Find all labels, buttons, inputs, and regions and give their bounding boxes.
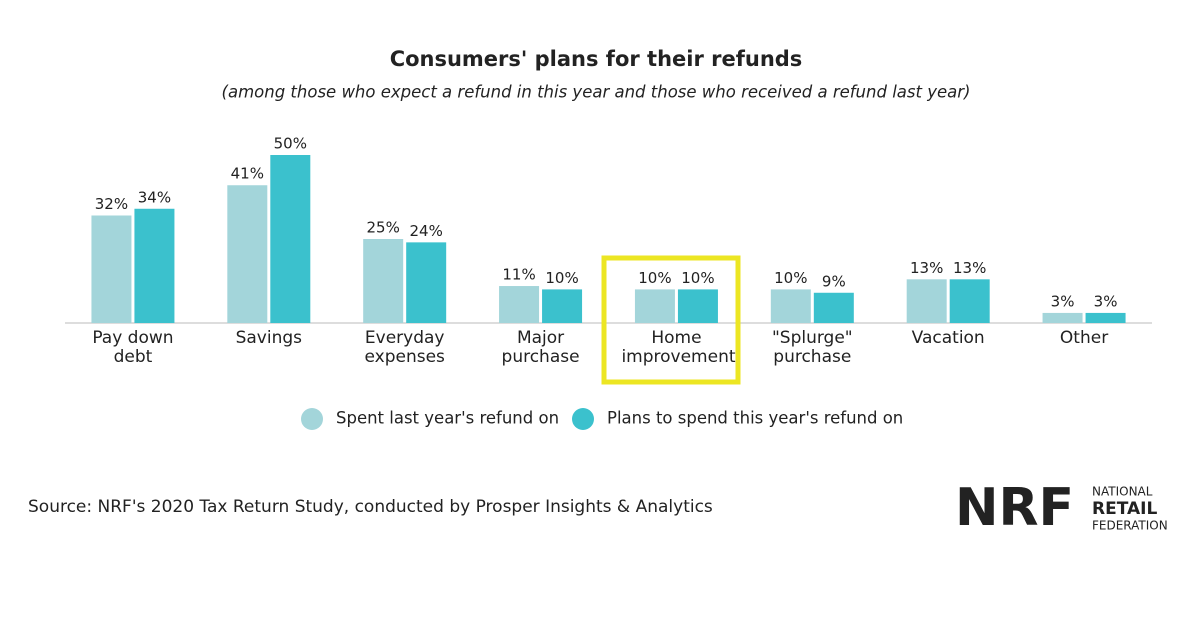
value-label: 10% [638, 269, 671, 287]
bar [134, 208, 175, 323]
value-label: 3% [1094, 292, 1118, 310]
value-label: 50% [274, 135, 307, 153]
value-label: 11% [502, 266, 535, 284]
bar [770, 289, 811, 323]
value-label: 32% [95, 195, 128, 213]
legend-swatch [572, 408, 594, 430]
bar [227, 185, 268, 323]
x-tick-label: Major purchase [501, 328, 580, 367]
legend-label: Spent last year's refund on [336, 409, 559, 428]
x-tick-label: Vacation [911, 328, 985, 348]
highlight-box [601, 255, 741, 385]
bar [1042, 312, 1083, 323]
logo-line: FEDERATION [1092, 519, 1168, 533]
bar [91, 215, 132, 323]
value-label: 9% [822, 272, 846, 290]
value-label: 10% [545, 269, 578, 287]
value-label: 41% [231, 165, 264, 183]
bar [813, 292, 854, 323]
logo-line: NATIONAL [1092, 485, 1153, 499]
x-tick-label: Pay down debt [92, 328, 174, 367]
source: Source: NRF's 2020 Tax Return Study, con… [28, 497, 713, 517]
value-label: 24% [410, 222, 443, 240]
chart-title: Consumers' plans for their refunds [390, 47, 803, 71]
value-label: 13% [953, 259, 986, 277]
logo-mark: NRF [955, 478, 1074, 538]
bar [634, 289, 675, 323]
bar [1085, 312, 1126, 323]
value-label: 25% [367, 219, 400, 237]
value-label: 13% [910, 259, 943, 277]
bar [406, 242, 447, 323]
x-tick-label: Other [1059, 328, 1109, 348]
bar [949, 279, 990, 323]
value-label: 10% [774, 269, 807, 287]
legend-label: Plans to spend this year's refund on [607, 409, 903, 428]
x-tick-label: Everyday expenses [364, 328, 445, 367]
value-label: 34% [138, 188, 171, 206]
legend-swatch [301, 408, 323, 430]
bar [542, 289, 583, 323]
bar [363, 239, 404, 323]
x-tick-label: Home improvement [621, 328, 736, 367]
x-tick-label: Savings [235, 328, 303, 348]
value-label: 10% [681, 269, 714, 287]
value-label: 3% [1051, 292, 1075, 310]
bar [270, 155, 311, 323]
x-tick-label: "Splurge" purchase [771, 328, 853, 367]
bar [499, 286, 540, 323]
bar [677, 289, 718, 323]
bar [906, 279, 947, 323]
logo-line: RETAIL [1092, 499, 1157, 519]
chart-subtitle: (among those who expect a refund in this… [222, 83, 971, 102]
